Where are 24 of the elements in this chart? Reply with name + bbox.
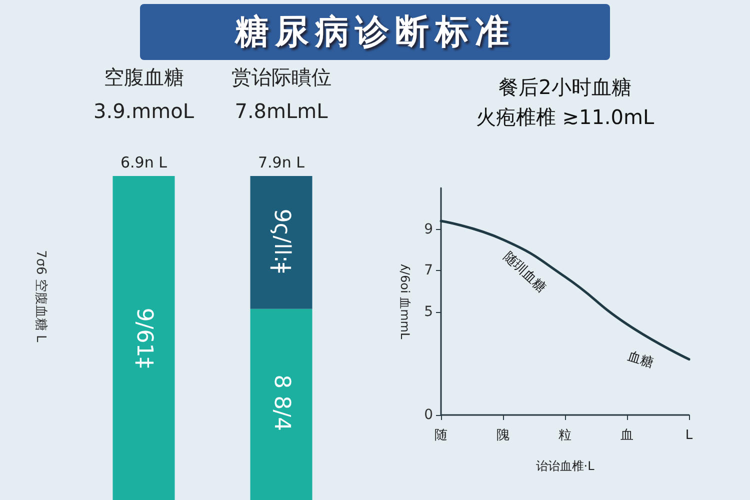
annotation: 随玔血糖 xyxy=(500,249,549,296)
chart-title: 餐后2小时血糖 xyxy=(498,75,632,99)
y-tick-label: 0 xyxy=(424,407,433,423)
text: 6.9n L xyxy=(120,154,168,172)
y-tick-label: 5 xyxy=(424,304,433,320)
y-axis-title: 7σ6 空腹血糖 L xyxy=(33,250,48,344)
x-tick-label: 血 xyxy=(620,428,634,443)
annotation: 血糖 xyxy=(626,349,656,372)
y-tick-label: 7 xyxy=(424,262,433,279)
x-tick-label: 随 xyxy=(434,428,448,443)
text: 7.9n L xyxy=(258,154,306,172)
x-tick-label: 赏诒际瞶位 7.8mLmL xyxy=(231,65,332,123)
x-axis-title: 诒诒血椎·L xyxy=(536,459,595,473)
x-tick-label: L xyxy=(685,428,694,443)
x-tick-label: 空腹血糖 3.9.mmoL xyxy=(93,65,195,123)
annotation: 8 8/4 xyxy=(268,374,294,432)
x-tick-label: 粒 xyxy=(558,428,572,443)
x-tick-label: 隗 xyxy=(496,428,510,443)
y-axis-title: ʎ/6oi 血mmL xyxy=(398,264,412,340)
annotation: 9/61‡ xyxy=(131,308,156,368)
annotation: 9ς/ll:ǂ xyxy=(268,208,294,273)
chart-subtitle: 火疱椎椎 ≳11.0mL xyxy=(476,105,655,129)
chart-title: 糖尿病诊断标准 xyxy=(140,4,610,60)
y-tick-label: 9 xyxy=(424,221,433,238)
